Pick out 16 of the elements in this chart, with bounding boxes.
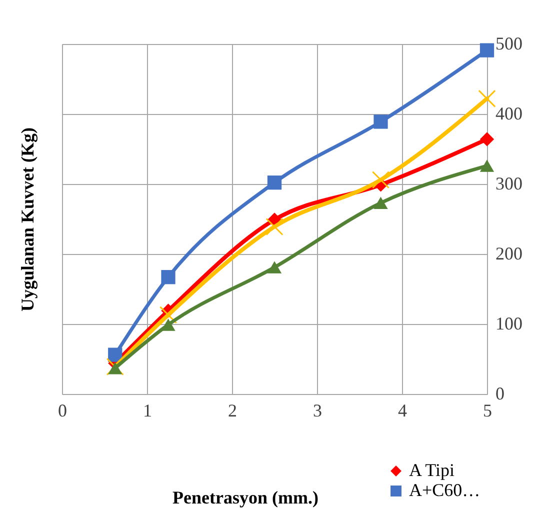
y-tick-label: 400: [496, 104, 522, 124]
x-tick-label: 2: [228, 400, 237, 420]
y-tick-label: 0: [496, 384, 504, 404]
x-tick-label: 3: [313, 400, 322, 420]
x-tick-label: 5: [483, 400, 492, 420]
legend-label: A+C60…: [409, 480, 480, 500]
y-tick-label: 100: [496, 314, 522, 334]
x-tick-label: 1: [143, 400, 152, 420]
x-axis-title: Penetrasyon (mm.): [172, 488, 318, 508]
x-tick-label: 0: [58, 400, 67, 420]
y-tick-label: 500: [496, 34, 522, 54]
legend-label: A Tipi: [409, 460, 455, 480]
y-axis-title: Uygulanan Kuvvet (Kg): [18, 127, 38, 312]
y-tick-label: 200: [496, 244, 522, 264]
y-tick-label: 300: [496, 174, 522, 194]
x-tick-label: 4: [398, 400, 407, 420]
